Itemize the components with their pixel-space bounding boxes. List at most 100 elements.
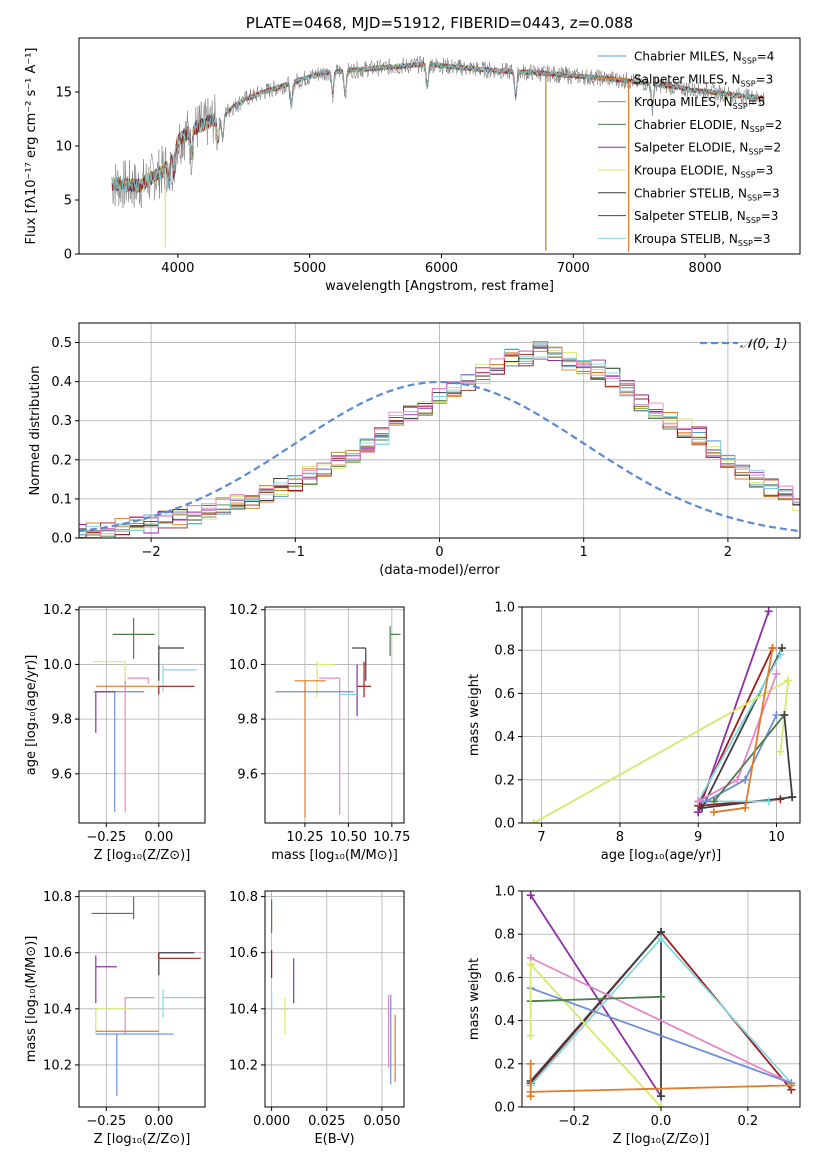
- x-tick-label: −0.2: [558, 1114, 590, 1129]
- x-tick-label: 0: [435, 545, 443, 560]
- x-axis-label: age [log₁₀(age/yr)]: [601, 848, 722, 863]
- mass_vs_z-points: [91, 896, 205, 1096]
- y-tick-label: 10: [55, 140, 72, 155]
- x-tick-label: 0.025: [308, 1114, 345, 1129]
- y-tick-label: 10.4: [43, 1002, 72, 1017]
- x-tick-label: 6000: [425, 261, 458, 276]
- y-tick-label: 0.4: [494, 1014, 515, 1029]
- weight-marker: [694, 797, 703, 806]
- weight-marker: [772, 669, 781, 678]
- histogram-step: [79, 349, 800, 535]
- weight-line: [530, 987, 792, 1085]
- weight-marker: [776, 747, 785, 756]
- weight-marker: [657, 1103, 665, 1107]
- weight-marker: [768, 644, 777, 653]
- weight-line: [783, 714, 794, 798]
- weight_vs_age-frame: [521, 606, 801, 824]
- x-tick-label: −2: [142, 545, 161, 560]
- weight-marker: [776, 650, 785, 659]
- age_vs_z-frame: [78, 606, 206, 824]
- legend-count: =2: [763, 141, 781, 155]
- y-tick-label: 9.6: [51, 767, 72, 782]
- legend-subscript: SSP: [747, 193, 762, 202]
- x-tick-label: 4000: [161, 261, 194, 276]
- y-axis-label: Normed distribution: [28, 366, 43, 496]
- weight-marker: [698, 803, 707, 812]
- mass_vs_ebv-frame: [264, 890, 405, 1108]
- normal-curve: [79, 380, 800, 533]
- weight-line: [530, 963, 662, 1107]
- legend-entry: Kroupa ELODIE, NSSP=3: [634, 164, 773, 180]
- y-tick-label: 0.2: [494, 1057, 515, 1072]
- weight-marker: [526, 891, 535, 900]
- legend-count: =5: [748, 95, 766, 109]
- histogram-step: [79, 347, 800, 538]
- legend-entry: Chabrier ELODIE, NSSP=2: [634, 118, 782, 134]
- x-tick-label: 0.0: [651, 1114, 672, 1129]
- weight-marker: [741, 803, 750, 812]
- x-tick-label: 0.00: [144, 830, 173, 845]
- y-axis-label: Flux [fλ10⁻¹⁷ erg cm⁻² s⁻¹ A⁻¹]: [24, 48, 39, 245]
- weight_vs_z-axes: −0.2 0.0 0.2 0.0 0.2 0.4 0.6 0.8 1.0 Z [log₁₀(Z/Z…: [467, 885, 800, 1147]
- y-tick-label: 0.0: [51, 532, 72, 547]
- x-tick-label: −1: [286, 545, 305, 560]
- legend-subscript: SSP: [742, 57, 757, 66]
- x-tick-label: 0.050: [363, 1114, 400, 1129]
- legend-subscript: SSP: [748, 148, 763, 157]
- y-tick-label: 5: [64, 194, 72, 209]
- weight-marker: [526, 1059, 535, 1068]
- legend-entry: Salpeter ELODIE, NSSP=2: [634, 141, 781, 157]
- weight-marker: [733, 775, 742, 784]
- age_vs_mass-axes: 10.25 10.50 10.75 9.6 9.8 10.0 10.2 mass [log₁₀…: [229, 603, 410, 863]
- legend-entry: Chabrier MILES, NSSP=4: [634, 50, 774, 66]
- spectrum-series: [111, 55, 765, 252]
- y-tick-label: 9.6: [237, 767, 258, 782]
- legend-subscript: SSP: [733, 102, 748, 111]
- histogram-step: [79, 348, 800, 535]
- legend-count: =2: [765, 118, 783, 132]
- histogram-step: [79, 349, 800, 538]
- legend-subscript: SSP: [741, 171, 756, 180]
- y-tick-label: 0.1: [51, 492, 72, 507]
- y-axis-label: age [log₁₀(age/yr)]: [24, 655, 39, 776]
- y-tick-label: 0.4: [51, 375, 72, 390]
- x-tick-label: 9: [694, 830, 702, 845]
- x-tick-label: 0.2: [738, 1114, 759, 1129]
- legend-entry: Salpeter STELIB, NSSP=3: [634, 209, 778, 225]
- y-tick-label: 0.3: [51, 414, 72, 429]
- x-axis-label: Z [log₁₀(Z/Z⊙)]: [613, 1132, 710, 1147]
- y-tick-label: 9.8: [237, 713, 258, 728]
- x-tick-label: −0.25: [86, 830, 126, 845]
- chart-title: PLATE=0468, MJD=51912, FIBERID=0443, z=0…: [246, 14, 633, 32]
- y-tick-label: 10.0: [229, 658, 258, 673]
- weight-marker: [657, 934, 665, 943]
- weight-marker: [780, 711, 789, 719]
- legend-entry: Salpeter MILES, NSSP=3: [634, 72, 773, 88]
- legend-count: =3: [756, 72, 774, 86]
- mass_vs_z-frame: [78, 890, 206, 1108]
- spectrum-frame: [78, 37, 801, 255]
- x-tick-label: 1: [580, 545, 588, 560]
- weight-marker: [787, 1081, 796, 1090]
- legend-subscript: SSP: [746, 216, 761, 225]
- x-tick-label: 0.000: [253, 1114, 290, 1129]
- weight-marker: [526, 1031, 535, 1040]
- age_vs_z-axes: −0.25 0.00 9.6 9.8 10.0 10.2 Z [log₁₀(Z/Z⊙)] ag…: [24, 603, 205, 863]
- x-axis-label: wavelength [Angstrom, rest frame]: [325, 279, 554, 294]
- weight-marker: [788, 793, 797, 802]
- weight-line: [713, 714, 785, 802]
- histogram-series: [79, 340, 800, 538]
- y-tick-label: 1.0: [494, 601, 515, 616]
- y-axis-label: mass weight: [467, 674, 482, 756]
- weight-marker: [526, 960, 535, 969]
- legend-count: =4: [757, 50, 775, 64]
- x-tick-label: 2: [724, 545, 732, 560]
- weight-marker: [741, 775, 750, 784]
- weight-marker: [529, 819, 538, 823]
- histogram-step: [79, 343, 800, 538]
- y-tick-label: 10.0: [43, 658, 72, 673]
- y-tick-label: 0.2: [494, 773, 515, 788]
- legend-entry: 𝒩(0, 1): [740, 337, 787, 352]
- weight_vs_age-axes: 7 8 9 10 0.0 0.2 0.4 0.6 0.8 1.0 age [log₁₀(age/yr…: [467, 601, 800, 863]
- mass_vs_z-axes: −0.25 0.00 10.2 10.4 10.6 10.8 Z [log₁₀(Z/Z⊙)]…: [24, 890, 205, 1147]
